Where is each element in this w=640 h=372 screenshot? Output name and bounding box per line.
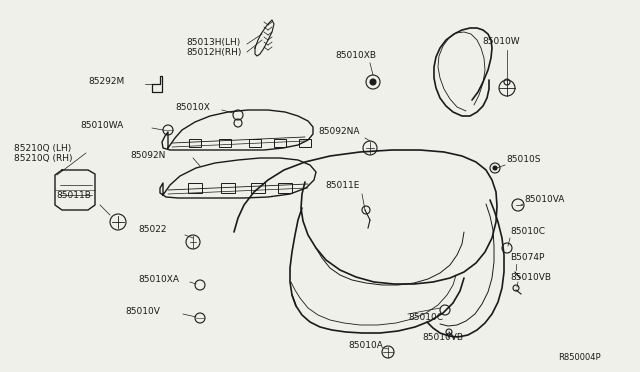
- Bar: [278, 183, 292, 193]
- Circle shape: [493, 166, 497, 170]
- Bar: [189, 139, 201, 147]
- Text: 85210Q (RH): 85210Q (RH): [14, 154, 72, 163]
- Text: 85092NA: 85092NA: [318, 128, 360, 137]
- Bar: [188, 183, 202, 193]
- Bar: [221, 183, 235, 193]
- Text: 85010X: 85010X: [175, 103, 210, 112]
- Text: 85210Q (LH): 85210Q (LH): [14, 144, 71, 153]
- Text: 85092N: 85092N: [130, 151, 165, 160]
- Text: 85010XB: 85010XB: [335, 51, 376, 60]
- Bar: [249, 139, 261, 147]
- Text: 85010W: 85010W: [482, 38, 520, 46]
- Bar: [299, 139, 311, 147]
- Text: 85010C: 85010C: [408, 314, 443, 323]
- Text: 85011E: 85011E: [325, 180, 360, 189]
- Text: 85010VA: 85010VA: [524, 196, 564, 205]
- Text: 85292M: 85292M: [88, 77, 124, 87]
- Text: 85010WA: 85010WA: [80, 121, 124, 129]
- Text: 85010XA: 85010XA: [138, 276, 179, 285]
- Text: 85022: 85022: [138, 225, 166, 234]
- Text: 85012H(RH): 85012H(RH): [186, 48, 241, 57]
- Text: 85010VB: 85010VB: [510, 273, 551, 282]
- Text: 85010A: 85010A: [348, 340, 383, 350]
- Bar: [274, 139, 286, 147]
- Text: 85010VB: 85010VB: [422, 334, 463, 343]
- Text: 85011B: 85011B: [56, 192, 91, 201]
- Circle shape: [370, 79, 376, 85]
- Text: 85010S: 85010S: [506, 155, 541, 164]
- Text: R850004P: R850004P: [558, 353, 600, 362]
- Bar: [251, 183, 265, 193]
- Text: 85010C: 85010C: [510, 228, 545, 237]
- Text: 85010V: 85010V: [125, 308, 160, 317]
- Text: 85013H(LH): 85013H(LH): [186, 38, 240, 46]
- Bar: [219, 139, 231, 147]
- Text: B5074P: B5074P: [510, 253, 545, 263]
